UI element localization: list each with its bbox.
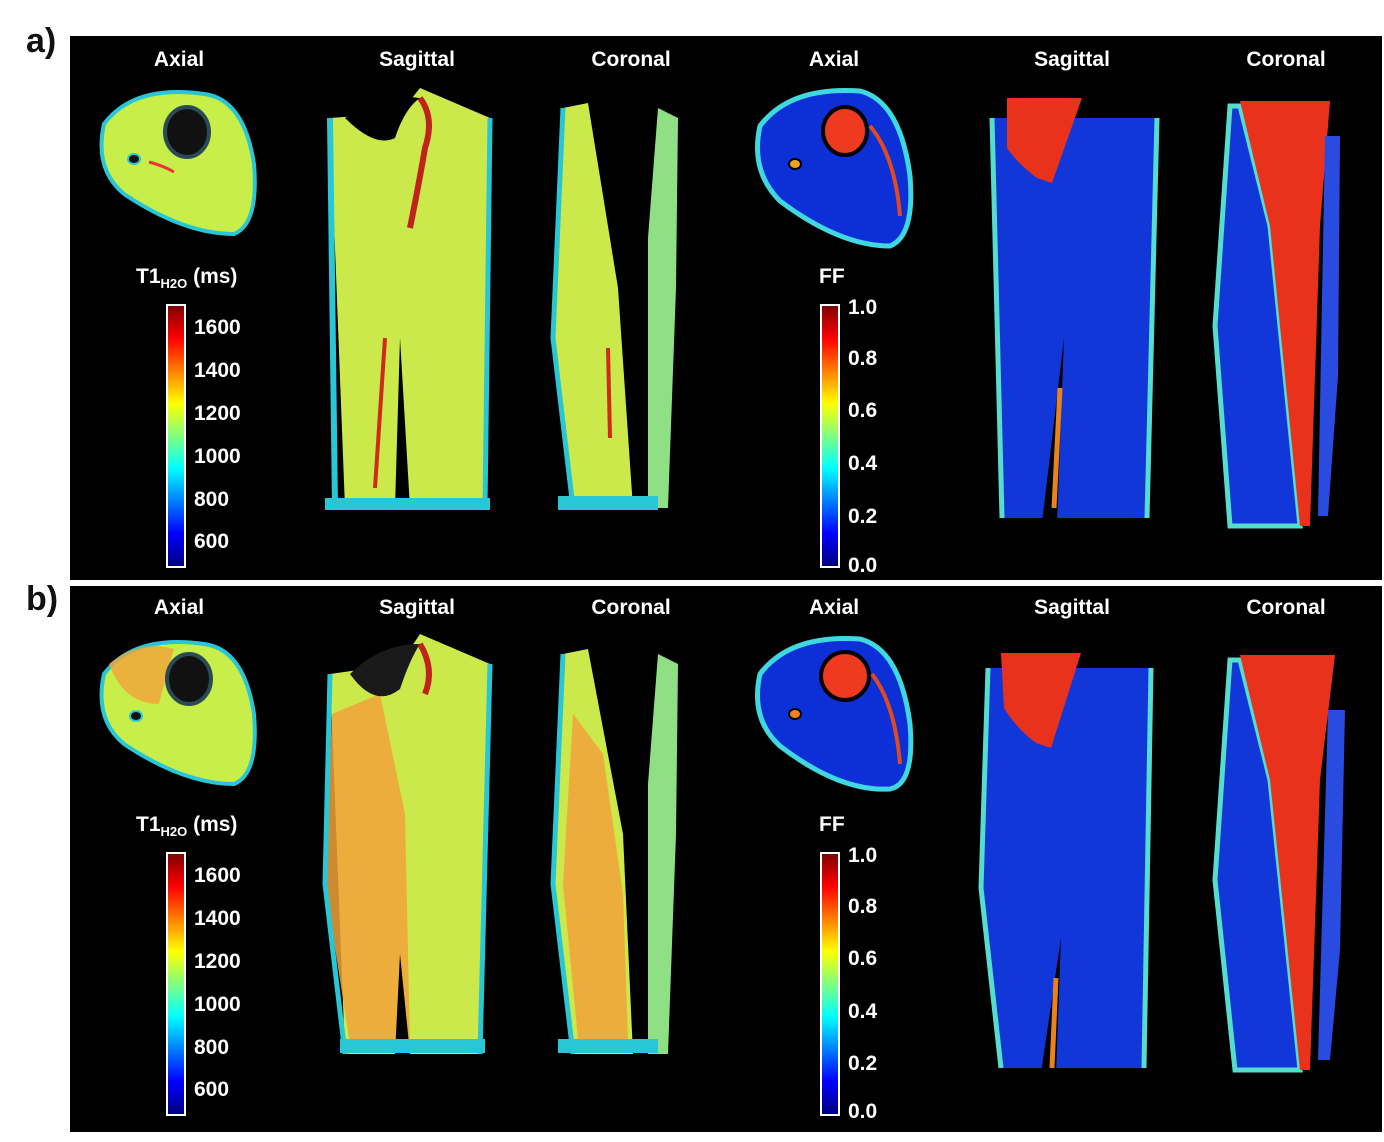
t1-colorbar (166, 852, 186, 1116)
ff-tick-0.0: 0.0 (848, 1100, 878, 1123)
t1-axial-image (99, 90, 257, 237)
t1-tick-1600: 1600 (194, 864, 241, 887)
panel-a: Axial Sagittal Coronal Axial Sagittal Co… (70, 36, 1382, 580)
t1-colorbar-title: T1H2O (ms) (136, 813, 238, 840)
ff-colorbar (820, 852, 840, 1116)
t1-axial-image (99, 640, 257, 787)
t1-colorbar (166, 304, 186, 568)
ff-coronal-image (1212, 101, 1340, 529)
view-label-coronal-t1: Coronal (591, 48, 671, 71)
t1-sagittal-image (325, 88, 493, 510)
view-label-coronal-t1: Coronal (591, 596, 671, 619)
t1-tick-800: 800 (194, 488, 230, 511)
view-label-sagittal-t1: Sagittal (379, 48, 455, 71)
t1-sagittal-image (322, 634, 493, 1055)
ff-tick-1.0: 1.0 (848, 844, 878, 867)
t1-tick-1000: 1000 (194, 445, 241, 468)
ff-axial-image (755, 635, 914, 792)
ff-tick-0.2: 0.2 (848, 505, 878, 528)
view-label-axial-ff: Axial (808, 48, 860, 71)
view-label-coronal-ff: Coronal (1246, 48, 1326, 71)
ff-axial-image (755, 87, 914, 249)
t1-tick-800: 800 (194, 1036, 230, 1059)
view-label-axial-t1: Axial (153, 596, 205, 619)
t1-tick-1200: 1200 (194, 950, 241, 973)
view-label-axial-t1: Axial (153, 48, 205, 71)
ff-colorbar-title: FF (819, 813, 845, 836)
ff-sagittal-image (989, 98, 1160, 523)
ff-colorbar (820, 304, 840, 568)
view-label-sagittal-t1: Sagittal (379, 596, 455, 619)
view-label-coronal-ff: Coronal (1246, 596, 1326, 619)
ff-colorbar-title: FF (819, 265, 845, 288)
ff-tick-0.8: 0.8 (848, 347, 878, 370)
ff-sagittal-image (978, 653, 1154, 1073)
ff-tick-0.6: 0.6 (848, 399, 878, 422)
ff-tick-0.6: 0.6 (848, 947, 878, 970)
t1-coronal-image (550, 649, 678, 1055)
ff-tick-0.4: 0.4 (848, 1000, 878, 1023)
ff-tick-0.8: 0.8 (848, 895, 878, 918)
ff-tick-0.4: 0.4 (848, 452, 878, 475)
panel-label-b: b) (26, 580, 59, 618)
t1-tick-1400: 1400 (194, 907, 241, 930)
t1-tick-1200: 1200 (194, 402, 241, 425)
ff-tick-0.0: 0.0 (848, 554, 878, 577)
view-label-sagittal-ff: Sagittal (1034, 596, 1110, 619)
t1-tick-1400: 1400 (194, 359, 241, 382)
t1-tick-1000: 1000 (194, 993, 241, 1016)
ff-coronal-image (1212, 655, 1345, 1073)
panel-label-a: a) (26, 22, 57, 60)
view-label-axial-ff: Axial (808, 596, 860, 619)
t1-tick-600: 600 (194, 1078, 230, 1101)
t1-colorbar-title: T1H2O (ms) (136, 265, 238, 292)
ff-tick-0.2: 0.2 (848, 1052, 878, 1075)
view-label-sagittal-ff: Sagittal (1034, 48, 1110, 71)
ff-tick-1.0: 1.0 (848, 296, 878, 319)
panel-b: Axial Sagittal Coronal Axial Sagittal Co… (70, 586, 1382, 1132)
t1-tick-1600: 1600 (194, 316, 241, 339)
t1-tick-600: 600 (194, 530, 230, 553)
t1-coronal-image (550, 103, 678, 510)
